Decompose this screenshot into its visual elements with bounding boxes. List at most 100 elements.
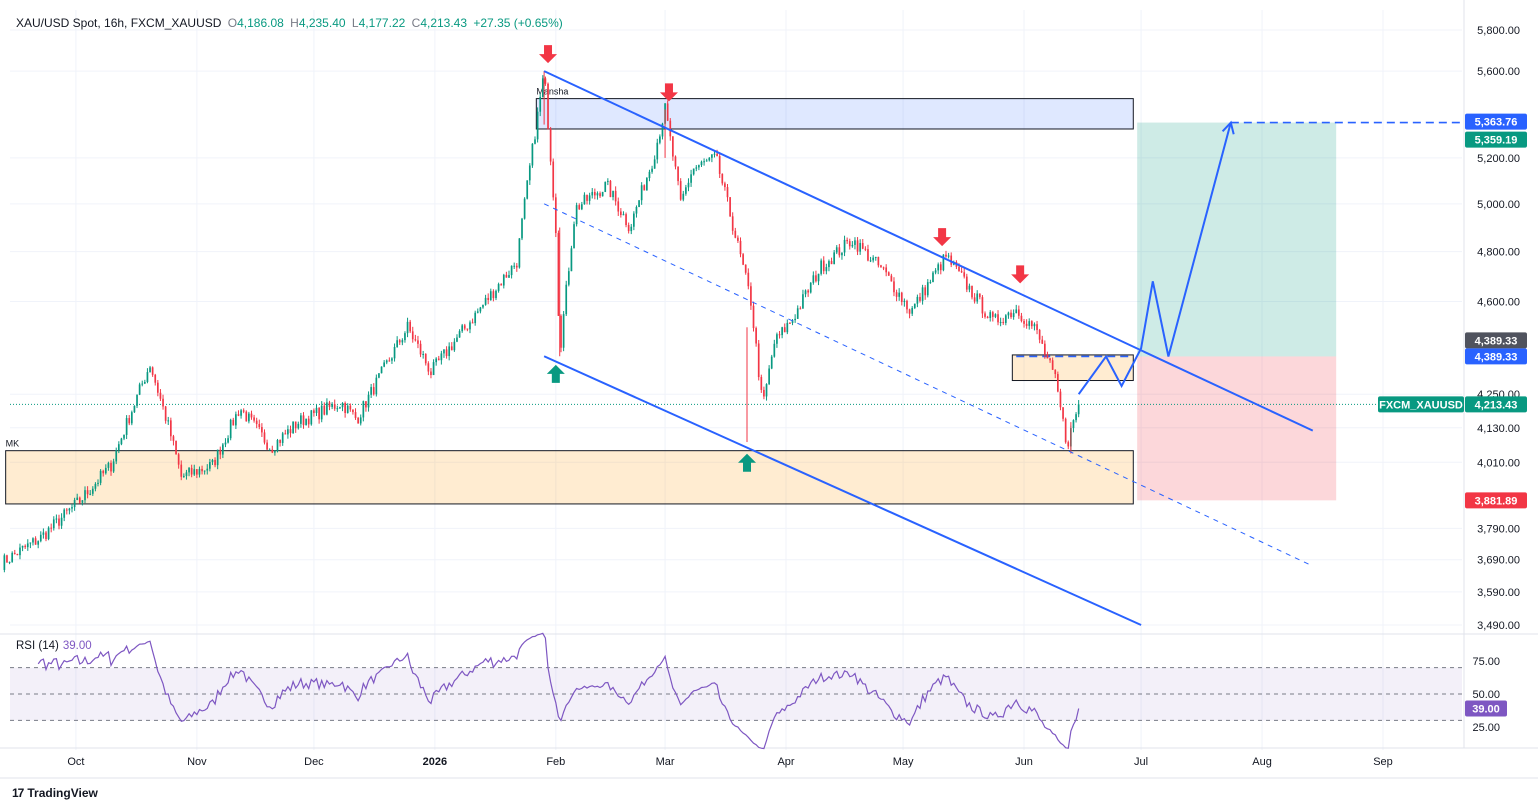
candle-body [388, 360, 391, 362]
candle [817, 273, 820, 286]
candle-body [580, 204, 583, 210]
candle [755, 326, 757, 347]
candle-body [502, 274, 505, 286]
candle-body [435, 358, 438, 363]
candle [471, 318, 474, 324]
candle-body [81, 500, 84, 503]
symbol-header: XAU/USD Spot, 16h, FXCM_XAUUSD O4,186.08… [16, 16, 563, 30]
candle [91, 486, 94, 496]
candle [484, 294, 487, 306]
candle [497, 282, 500, 293]
candle [554, 193, 557, 238]
candle-body [505, 274, 508, 278]
candle [34, 536, 37, 545]
candle [489, 288, 492, 301]
candle [1007, 311, 1010, 319]
candle-body [565, 284, 568, 315]
candle-body [997, 314, 999, 323]
candle [396, 336, 398, 348]
candle-body [929, 282, 932, 284]
candle-body [620, 211, 622, 215]
candle-body [1036, 324, 1038, 330]
candle [846, 237, 849, 244]
candle [336, 405, 339, 412]
candle-body [991, 312, 994, 317]
candle-body [474, 312, 477, 324]
candle-body [419, 343, 422, 355]
price-label: 5,363.76 [1465, 113, 1527, 130]
candle [289, 425, 292, 438]
candle [169, 417, 172, 441]
candle-body [531, 143, 534, 166]
candle-body [362, 401, 365, 418]
candle-body [133, 405, 136, 413]
candle-body [146, 372, 149, 382]
candle [151, 366, 154, 377]
candle [528, 163, 531, 185]
candle-body [284, 433, 287, 435]
candle-body [679, 181, 682, 200]
candle-body [6, 555, 8, 563]
candle-body [851, 244, 854, 247]
candle-body [854, 240, 856, 245]
candle-body [843, 239, 846, 253]
candle [3, 553, 6, 573]
candle-body [968, 285, 971, 290]
candle [362, 400, 365, 422]
candle-body [882, 267, 885, 269]
candle [872, 255, 875, 263]
candle-body [489, 291, 492, 301]
candle-body [1059, 391, 1062, 408]
candle [674, 155, 677, 170]
candle [919, 292, 921, 303]
candle-body [1075, 414, 1077, 421]
candle [620, 208, 622, 218]
candle [370, 383, 372, 398]
rsi-tick-label: 50.00 [1472, 689, 1500, 701]
candle-body [110, 462, 112, 472]
tradingview-logo[interactable]: 17 TradingView [12, 786, 98, 800]
candle-body [1046, 354, 1049, 359]
candle [742, 252, 744, 266]
candle-body [240, 410, 242, 416]
price-label-bg [1378, 396, 1464, 413]
candle-body [107, 462, 110, 468]
candle-body [279, 439, 281, 443]
candle [287, 425, 289, 439]
candle-body [552, 161, 555, 198]
candle [1046, 351, 1049, 359]
candle [825, 263, 828, 275]
candle [534, 136, 536, 145]
candle-body [245, 411, 248, 422]
candle [861, 238, 864, 250]
candle-body [588, 195, 591, 201]
candle [721, 173, 724, 186]
candle [331, 402, 333, 410]
candle-body [791, 320, 794, 324]
candle-body [640, 185, 643, 201]
candle [770, 354, 773, 370]
candle-body [3, 555, 6, 570]
candle-body [965, 276, 968, 290]
candle-body [479, 307, 482, 312]
candle [172, 434, 175, 446]
candle-body [1004, 315, 1007, 323]
zone-label: Mansha [536, 87, 568, 97]
candle [188, 467, 190, 477]
candle [253, 414, 255, 423]
candle [945, 250, 947, 258]
candle-body [825, 267, 828, 272]
candle-body [385, 360, 388, 363]
candle-body [359, 417, 362, 424]
symbol-title: XAU/USD Spot, 16h, FXCM_XAUUSD [16, 16, 222, 30]
candle-body [976, 293, 979, 302]
candle-body [932, 272, 934, 283]
candle [606, 178, 609, 186]
candle [255, 417, 258, 429]
candle [926, 279, 929, 298]
candle-body [136, 394, 138, 406]
candle-body [731, 216, 734, 231]
candle-body [695, 167, 698, 169]
candle [765, 383, 768, 401]
